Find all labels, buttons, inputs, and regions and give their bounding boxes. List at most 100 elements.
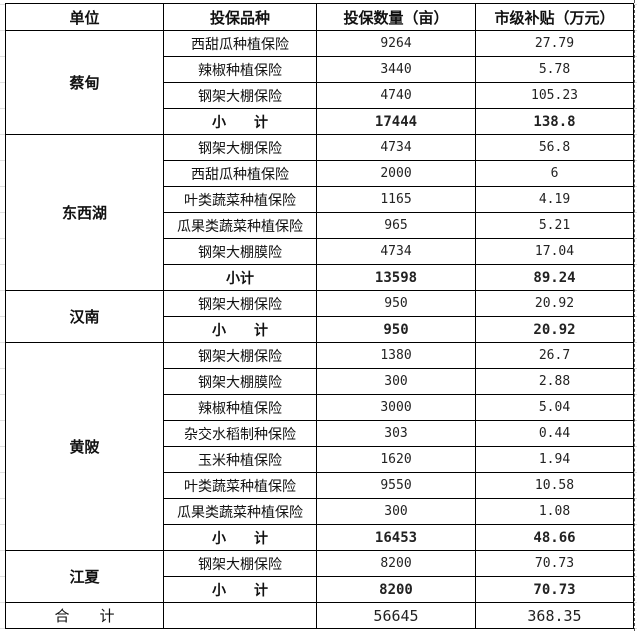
variety-cell: 钢架大棚保险 (163, 342, 317, 369)
subtotal-label: 小 计 (163, 576, 317, 603)
table-row: 西甜瓜种植保险 2000 6 (6, 160, 634, 187)
subtotal-subsidy: 70.73 (475, 576, 634, 603)
variety-cell: 钢架大棚膜险 (163, 368, 317, 395)
subtotal-quantity: 8200 (316, 576, 476, 603)
variety-cell: 玉米种植保险 (163, 446, 317, 473)
variety-cell: 钢架大棚保险 (163, 550, 317, 577)
table-row: 黄陂 钢架大棚保险 1380 26.7 (5, 342, 634, 551)
variety-cell: 钢架大棚保险 (163, 134, 317, 161)
subtotal-subsidy: 20.92 (475, 316, 634, 343)
variety-cell: 叶类蔬菜种植保险 (163, 186, 317, 213)
variety-cell: 辣椒种植保险 (163, 56, 317, 83)
variety-cell: 钢架大棚膜险 (163, 238, 317, 265)
total-label: 合 计 (5, 602, 164, 629)
subsidy-cell: 5.78 (475, 56, 634, 83)
table-row: 辣椒种植保险 3440 5.78 (6, 56, 634, 83)
subtotal-row: 小 计 8200 70.73 (6, 576, 634, 603)
subsidy-cell: 70.73 (475, 550, 634, 577)
subtotal-row: 小 计 950 20.92 (6, 316, 634, 343)
variety-cell: 辣椒种植保险 (163, 394, 317, 421)
quantity-cell: 303 (316, 420, 476, 447)
subtotal-subsidy: 89.24 (475, 264, 634, 291)
header-row: 单位 投保品种 投保数量（亩） 市级补贴（万元） (5, 3, 634, 31)
subsidy-cell: 105.23 (475, 82, 634, 109)
subtotal-subsidy: 138.8 (475, 108, 634, 135)
subtotal-label: 小 计 (163, 524, 317, 551)
quantity-cell: 1620 (316, 446, 476, 473)
subsidy-cell: 56.8 (475, 134, 634, 161)
subsidy-cell: 1.94 (475, 446, 634, 473)
quantity-cell: 3440 (316, 56, 476, 83)
subsidy-cell: 4.19 (475, 186, 634, 213)
quantity-cell: 4740 (316, 82, 476, 109)
quantity-cell: 300 (316, 498, 476, 525)
subtotal-subsidy: 48.66 (475, 524, 634, 551)
header-variety: 投保品种 (163, 3, 317, 31)
total-quantity: 56645 (316, 602, 476, 629)
subtotal-quantity: 950 (316, 316, 476, 343)
subtotal-row: 小计 13598 89.24 (6, 264, 634, 291)
subsidy-cell: 10.58 (475, 472, 634, 499)
unit-cell: 东西湖 (5, 134, 164, 291)
variety-cell: 西甜瓜种植保险 (163, 160, 317, 187)
unit-cell: 蔡甸 (5, 30, 164, 135)
table-row: 瓜果类蔬菜种植保险 300 1.08 (6, 498, 634, 525)
subsidy-cell: 0.44 (475, 420, 634, 447)
subtotal-row: 小 计 17444 138.8 (6, 108, 634, 135)
unit-cell: 黄陂 (5, 342, 164, 551)
quantity-cell: 8200 (316, 550, 476, 577)
total-subsidy: 368.35 (475, 602, 634, 629)
table-row: 东西湖 钢架大棚保险 4734 56.8 (5, 134, 634, 291)
quantity-cell: 1165 (316, 186, 476, 213)
quantity-cell: 4734 (316, 134, 476, 161)
quantity-cell: 9550 (316, 472, 476, 499)
subsidy-cell: 5.04 (475, 394, 634, 421)
subsidy-cell: 20.92 (475, 290, 634, 317)
subtotal-row: 小 计 16453 48.66 (6, 524, 634, 551)
subtotal-quantity: 17444 (316, 108, 476, 135)
table-row: 蔡甸 西甜瓜种植保险 9264 27.79 (5, 30, 634, 135)
subsidy-cell: 2.88 (475, 368, 634, 395)
quantity-cell: 4734 (316, 238, 476, 265)
quantity-cell: 965 (316, 212, 476, 239)
subsidy-cell: 17.04 (475, 238, 634, 265)
header-unit: 单位 (5, 3, 164, 31)
subsidy-cell: 1.08 (475, 498, 634, 525)
variety-cell: 叶类蔬菜种植保险 (163, 472, 317, 499)
variety-cell: 瓜果类蔬菜种植保险 (163, 498, 317, 525)
insurance-subsidy-table: 单位 投保品种 投保数量（亩） 市级补贴（万元） 蔡甸 西甜瓜种植保险 9264 27… (5, 3, 634, 629)
subtotal-quantity: 13598 (316, 264, 476, 291)
subsidy-cell: 26.7 (475, 342, 634, 369)
subsidy-cell: 27.79 (475, 30, 634, 57)
subtotal-label: 小计 (163, 264, 317, 291)
total-variety (163, 602, 317, 629)
subsidy-cell: 5.21 (475, 212, 634, 239)
table-row: 叶类蔬菜种植保险 9550 10.58 (6, 472, 634, 499)
variety-cell: 钢架大棚保险 (163, 82, 317, 109)
quantity-cell: 9264 (316, 30, 476, 57)
quantity-cell: 950 (316, 290, 476, 317)
quantity-cell: 1380 (316, 342, 476, 369)
page-break-line (634, 0, 635, 631)
variety-cell: 杂交水稻制种保险 (163, 420, 317, 447)
table-row: 杂交水稻制种保险 303 0.44 (6, 420, 634, 447)
header-subsidy: 市级补贴（万元） (475, 3, 634, 31)
subtotal-quantity: 16453 (316, 524, 476, 551)
header-quantity: 投保数量（亩） (316, 3, 476, 31)
unit-cell: 江夏 (5, 550, 164, 603)
quantity-cell: 300 (316, 368, 476, 395)
table-row: 钢架大棚膜险 300 2.88 (6, 368, 634, 395)
subtotal-label: 小 计 (163, 108, 317, 135)
subsidy-cell: 6 (475, 160, 634, 187)
variety-cell: 瓜果类蔬菜种植保险 (163, 212, 317, 239)
variety-cell: 西甜瓜种植保险 (163, 30, 317, 57)
quantity-cell: 3000 (316, 394, 476, 421)
unit-cell: 汉南 (5, 290, 164, 343)
subtotal-label: 小 计 (163, 316, 317, 343)
table-row: 辣椒种植保险 3000 5.04 (6, 394, 634, 421)
table-row: 汉南 钢架大棚保险 950 20.92 (5, 290, 634, 343)
total-row: 合 计 56645 368.35 (5, 602, 634, 629)
quantity-cell: 2000 (316, 160, 476, 187)
table-row: 江夏 钢架大棚保险 8200 70.73 (5, 550, 634, 603)
variety-cell: 钢架大棚保险 (163, 290, 317, 317)
